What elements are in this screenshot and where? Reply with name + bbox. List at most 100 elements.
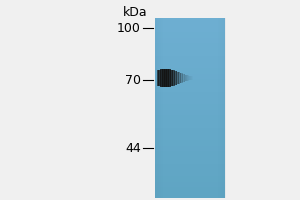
Bar bbox=[159, 18, 160, 198]
Bar bbox=[155, 92, 225, 95]
Text: 100: 100 bbox=[117, 21, 141, 34]
Bar bbox=[167, 69, 168, 87]
Text: kDa: kDa bbox=[123, 5, 148, 19]
Bar bbox=[155, 117, 225, 119]
Text: 70: 70 bbox=[125, 73, 141, 86]
Bar bbox=[155, 99, 225, 101]
Bar bbox=[184, 74, 185, 82]
Bar bbox=[169, 69, 171, 87]
Bar bbox=[155, 86, 225, 88]
Bar bbox=[177, 72, 178, 84]
Bar bbox=[219, 18, 220, 198]
Bar bbox=[183, 74, 184, 82]
Bar bbox=[155, 38, 225, 40]
Bar bbox=[166, 69, 167, 87]
Bar bbox=[155, 187, 225, 189]
Bar bbox=[155, 63, 225, 65]
Bar bbox=[155, 47, 225, 49]
Bar bbox=[189, 76, 190, 80]
Bar bbox=[155, 182, 225, 184]
Bar bbox=[155, 76, 225, 79]
Bar bbox=[155, 29, 225, 31]
Bar bbox=[162, 69, 164, 87]
Bar bbox=[155, 97, 225, 99]
Bar bbox=[165, 69, 166, 87]
Bar bbox=[185, 75, 187, 81]
Bar bbox=[155, 31, 225, 34]
Bar bbox=[155, 110, 225, 112]
Bar bbox=[157, 18, 158, 198]
Bar bbox=[185, 75, 186, 81]
Bar bbox=[174, 70, 175, 86]
Bar bbox=[218, 18, 219, 198]
Bar bbox=[176, 71, 177, 85]
Bar bbox=[175, 71, 176, 85]
Bar bbox=[155, 101, 225, 104]
Bar bbox=[168, 69, 169, 87]
Bar bbox=[186, 75, 187, 81]
Bar bbox=[182, 74, 183, 82]
Bar bbox=[162, 69, 163, 87]
Bar bbox=[155, 68, 225, 70]
Bar bbox=[169, 69, 170, 87]
Bar bbox=[163, 69, 164, 87]
Bar bbox=[155, 140, 225, 142]
Bar bbox=[155, 90, 225, 92]
Bar bbox=[155, 194, 225, 196]
Bar bbox=[221, 18, 222, 198]
Bar bbox=[155, 43, 225, 45]
Bar bbox=[168, 69, 169, 87]
Bar bbox=[155, 112, 225, 115]
Bar bbox=[155, 70, 225, 72]
Bar bbox=[155, 88, 225, 90]
Bar bbox=[191, 76, 192, 80]
Bar bbox=[155, 61, 225, 63]
Bar bbox=[155, 121, 225, 124]
Bar bbox=[155, 184, 225, 187]
Bar bbox=[155, 79, 225, 81]
Bar bbox=[172, 70, 173, 86]
Bar bbox=[155, 189, 225, 191]
Bar bbox=[155, 196, 225, 198]
Bar bbox=[155, 191, 225, 194]
Bar bbox=[225, 18, 226, 198]
Bar bbox=[155, 126, 225, 128]
Bar bbox=[155, 74, 225, 76]
Bar bbox=[155, 18, 225, 20]
Bar bbox=[158, 70, 160, 86]
Bar bbox=[155, 45, 225, 47]
Bar bbox=[164, 69, 166, 87]
Bar bbox=[155, 135, 225, 137]
Bar bbox=[222, 18, 223, 198]
Bar bbox=[182, 73, 183, 83]
Bar bbox=[178, 72, 179, 84]
Bar bbox=[181, 73, 182, 83]
Bar bbox=[155, 54, 225, 56]
Bar bbox=[160, 18, 161, 198]
Bar bbox=[184, 74, 185, 82]
Bar bbox=[155, 162, 225, 164]
Bar bbox=[155, 180, 225, 182]
Bar bbox=[155, 171, 225, 173]
Bar bbox=[220, 18, 221, 198]
Bar bbox=[155, 144, 225, 146]
Bar bbox=[172, 70, 173, 86]
Bar bbox=[180, 73, 181, 83]
Bar bbox=[155, 27, 225, 29]
Bar bbox=[174, 71, 175, 85]
Bar bbox=[179, 72, 180, 84]
Bar bbox=[155, 56, 225, 58]
Bar bbox=[155, 137, 225, 140]
Bar bbox=[156, 18, 157, 198]
Bar bbox=[155, 106, 225, 108]
Bar bbox=[155, 20, 225, 22]
Bar bbox=[157, 70, 158, 86]
Bar bbox=[155, 95, 225, 97]
Bar bbox=[155, 142, 225, 144]
Bar bbox=[155, 169, 225, 171]
Bar bbox=[155, 83, 225, 86]
Bar bbox=[155, 173, 225, 176]
Bar bbox=[155, 166, 225, 169]
Bar bbox=[155, 151, 225, 153]
Bar bbox=[155, 133, 225, 135]
